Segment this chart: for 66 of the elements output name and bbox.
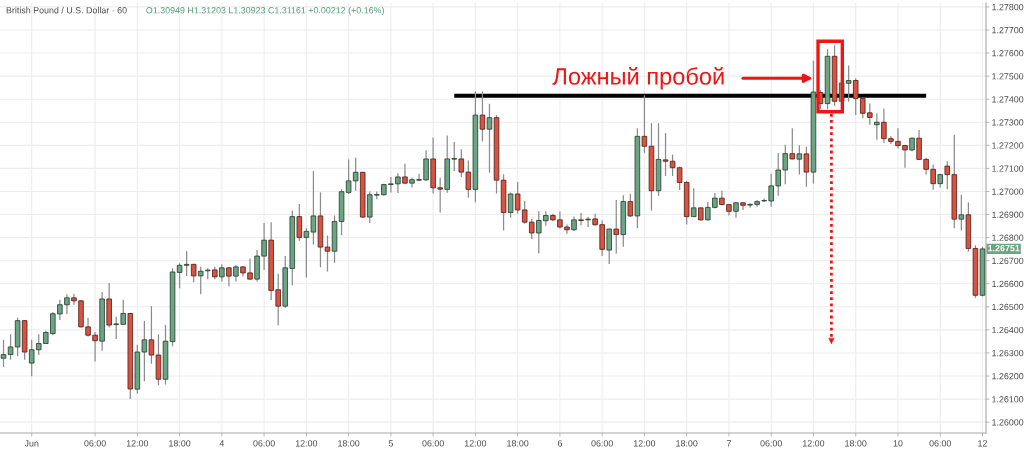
candlestick (0, 339, 7, 368)
candlestick (690, 187, 697, 218)
candlestick (803, 146, 810, 188)
y-tick-label: 1.26400 (992, 326, 1024, 334)
y-tick-label: 1.27500 (992, 73, 1024, 80)
chart-subtitle: O1.30949 H1.31203 L1.30923 C1.31161 +0.00212 (+0.16%) (146, 6, 384, 16)
annotation: 1.26751 (988, 245, 1020, 252)
candlestick (613, 199, 619, 255)
candlestick (479, 90, 486, 143)
x-tick-label: 06:00 (760, 440, 782, 447)
x-tick-label: 18:00 (676, 440, 698, 447)
candlestick (226, 266, 232, 287)
x-tick-label: 06:00 (84, 440, 106, 447)
x-tick-label: 12 (978, 440, 987, 447)
candlestick (197, 266, 204, 295)
y-tick-label: 1.26100 (992, 396, 1024, 403)
y-tick-label: 1.26700 (992, 257, 1024, 264)
x-tick-label: 06:00 (422, 440, 444, 447)
x-tick-label: 7 (726, 440, 731, 447)
y-tick-label: 1.26200 (992, 373, 1024, 380)
x-tick-label: 5 (388, 440, 393, 447)
candlestick (423, 149, 429, 182)
x-tick-label: 4 (219, 440, 225, 447)
candlestick (789, 127, 796, 161)
candlestick (958, 194, 965, 232)
y-tick-label: 1.27600 (992, 50, 1024, 57)
x-tick-label: 10 (893, 440, 903, 447)
candlestick (296, 203, 303, 242)
x-tick-label: 12:00 (126, 440, 149, 447)
x-tick-label: 12:00 (803, 440, 825, 447)
y-tick-label: 1.26500 (992, 303, 1024, 311)
x-tick-label: 18:00 (507, 440, 529, 447)
y-tick-label: 1.26800 (992, 234, 1024, 241)
x-tick-label: 06:00 (591, 440, 613, 447)
y-tick-label: 1.27100 (992, 165, 1024, 172)
candlestick (874, 112, 880, 141)
x-tick-label: 06:00 (253, 440, 275, 447)
y-tick-label: 1.26600 (992, 280, 1024, 288)
candlestick (486, 103, 493, 174)
x-tick-label: 12:00 (633, 440, 656, 447)
candlestick (606, 227, 612, 265)
candlestick (324, 234, 331, 273)
candlestick (796, 144, 803, 176)
x-tick-label: 18:00 (338, 440, 360, 447)
y-tick-label: 1.26300 (992, 349, 1024, 357)
candlestick (416, 173, 422, 182)
candlestick (578, 212, 584, 227)
chart-title: British Pound / U.S. Dollar · 60 (6, 6, 127, 14)
x-tick-label: 18:00 (169, 440, 191, 447)
x-tick-label: Jun (24, 440, 39, 447)
y-tick-label: 1.27200 (992, 142, 1024, 149)
annotation: Ложный пробой (552, 67, 724, 90)
x-tick-label: 6 (557, 440, 562, 447)
y-tick-label: 1.27700 (992, 27, 1024, 34)
y-tick-label: 1.26900 (992, 211, 1024, 218)
x-tick-label: 18:00 (845, 440, 867, 447)
x-tick-label: 12:00 (464, 440, 487, 447)
candlestick (507, 191, 514, 219)
y-tick-label: 1.27000 (992, 188, 1024, 195)
x-tick-label: 12:00 (295, 440, 318, 447)
y-tick-label: 1.27800 (992, 3, 1024, 11)
x-tick-label: 06:00 (929, 440, 951, 447)
candlestick (402, 163, 408, 185)
y-tick-label: 1.26000 (992, 419, 1024, 426)
y-tick-label: 1.27300 (992, 119, 1024, 126)
y-tick-label: 1.27400 (992, 96, 1024, 103)
